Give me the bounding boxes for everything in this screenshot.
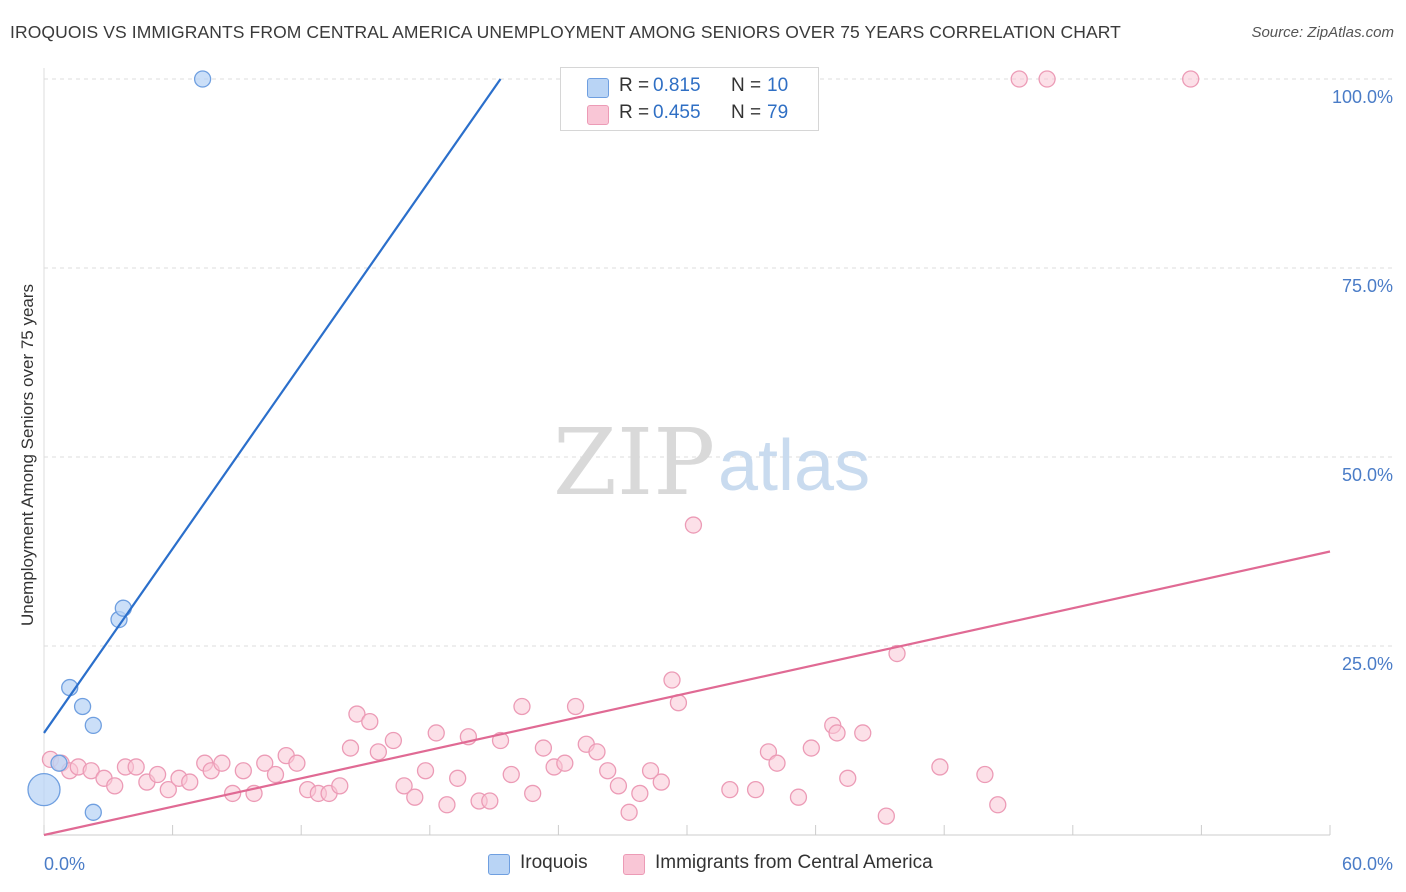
data-point-central-america bbox=[620, 803, 638, 821]
data-point-central-america bbox=[684, 516, 703, 534]
data-point-central-america bbox=[1038, 70, 1056, 88]
data-point-central-america bbox=[1010, 70, 1028, 88]
data-point-central-america bbox=[369, 743, 388, 761]
data-point-central-america bbox=[348, 705, 366, 723]
y-tick-label: 50.0% bbox=[1342, 465, 1393, 485]
data-point-central-america bbox=[384, 731, 403, 750]
data-point-iroquois bbox=[84, 803, 102, 821]
data-point-central-america bbox=[148, 765, 167, 784]
data-point-iroquois bbox=[84, 716, 102, 735]
data-point-central-america bbox=[82, 762, 100, 780]
trend-line-central-america bbox=[43, 550, 1331, 837]
data-point-central-america bbox=[746, 780, 765, 799]
bottom-legend-swatch-iroquois bbox=[488, 854, 510, 875]
data-point-central-america bbox=[588, 743, 606, 761]
data-point-central-america bbox=[159, 780, 177, 799]
data-point-central-america bbox=[438, 796, 456, 814]
data-point-central-america bbox=[361, 712, 379, 731]
data-point-central-america bbox=[599, 762, 617, 780]
data-point-central-america bbox=[395, 777, 413, 795]
data-point-central-america bbox=[877, 807, 895, 825]
data-point-central-america bbox=[989, 796, 1007, 814]
legend-swatch-central-america bbox=[587, 105, 609, 125]
data-point-central-america bbox=[416, 762, 435, 780]
data-point-central-america bbox=[566, 697, 585, 716]
data-point-central-america bbox=[839, 769, 857, 787]
data-point-central-america bbox=[534, 739, 553, 757]
data-point-central-america bbox=[406, 788, 424, 806]
data-point-iroquois bbox=[193, 70, 212, 88]
bottom-legend-label-central-america: Immigrants from Central America bbox=[655, 852, 933, 873]
x-tick-label: 60.0% bbox=[1342, 854, 1393, 874]
legend-r-label: R = bbox=[619, 102, 650, 123]
legend-r-value: 0.455 bbox=[653, 102, 701, 123]
data-point-iroquois bbox=[73, 697, 92, 716]
data-point-central-america bbox=[181, 773, 199, 791]
source-label: Source: ZipAtlas.com bbox=[1251, 24, 1394, 41]
legend-n-value: 79 bbox=[767, 102, 789, 123]
data-point-central-america bbox=[721, 780, 739, 799]
data-point-central-america bbox=[288, 754, 306, 772]
data-point-central-america bbox=[631, 784, 649, 803]
data-point-central-america bbox=[341, 739, 360, 757]
data-point-central-america bbox=[1182, 70, 1200, 88]
y-tick-labels: 25.0% 50.0% 75.0% 100.0% bbox=[1332, 87, 1393, 674]
data-point-iroquois bbox=[114, 599, 132, 617]
data-point-central-america bbox=[802, 739, 820, 757]
legend-n-label: N = bbox=[731, 102, 762, 123]
data-point-central-america bbox=[976, 765, 994, 784]
data-point-central-america bbox=[931, 758, 949, 776]
watermark: ZIP atlas bbox=[553, 409, 870, 516]
correlation-legend: R = 0.815 N = 10 R = 0.455 N = 79 bbox=[560, 67, 819, 131]
y-tick-label: 100.0% bbox=[1332, 87, 1393, 107]
data-point-central-america bbox=[513, 697, 531, 716]
data-point-central-america bbox=[256, 754, 274, 772]
data-point-central-america bbox=[331, 777, 349, 795]
bottom-legend-label-iroquois: Iroquois bbox=[520, 852, 588, 873]
legend-r-label: R = bbox=[619, 75, 650, 96]
data-point-central-america bbox=[481, 792, 499, 810]
data-point-central-america bbox=[609, 777, 628, 795]
chart-title: IROQUOIS VS IMMIGRANTS FROM CENTRAL AMER… bbox=[10, 22, 1121, 42]
x-axis bbox=[43, 825, 1331, 836]
data-point-central-america bbox=[234, 762, 252, 780]
data-point-central-america bbox=[641, 762, 660, 780]
data-point-central-america bbox=[854, 724, 872, 742]
watermark-atlas: atlas bbox=[718, 426, 870, 506]
data-point-central-america bbox=[663, 671, 681, 689]
data-point-central-america bbox=[768, 754, 786, 772]
data-point-central-america bbox=[556, 754, 574, 772]
bottom-legend-swatch-central-america bbox=[623, 854, 645, 875]
watermark-zip: ZIP bbox=[553, 409, 715, 516]
x-tick-labels: 0.0% 60.0% bbox=[44, 854, 1393, 874]
trend-line-iroquois bbox=[43, 78, 502, 734]
legend-n-label: N = bbox=[731, 75, 762, 96]
legend-swatch-iroquois bbox=[587, 78, 609, 98]
y-tick-label: 75.0% bbox=[1342, 276, 1393, 296]
data-point-central-america bbox=[266, 765, 285, 784]
data-point-central-america bbox=[828, 724, 846, 742]
data-point-central-america bbox=[652, 773, 670, 791]
legend-r-value: 0.815 bbox=[653, 75, 701, 96]
data-point-central-america bbox=[213, 754, 231, 772]
data-point-central-america bbox=[789, 788, 808, 806]
legend-n-value: 10 bbox=[767, 75, 789, 96]
data-point-central-america bbox=[888, 644, 906, 663]
data-point-central-america bbox=[491, 731, 510, 750]
y-tick-label: 25.0% bbox=[1342, 654, 1393, 674]
data-point-central-america bbox=[449, 769, 467, 787]
trend-lines bbox=[43, 78, 1331, 837]
x-tick-label: 0.0% bbox=[44, 854, 85, 874]
data-point-iroquois bbox=[50, 754, 68, 772]
data-point-central-america bbox=[127, 758, 145, 776]
data-point-central-america bbox=[524, 784, 542, 803]
data-point-central-america bbox=[106, 777, 124, 795]
data-point-iroquois bbox=[27, 772, 61, 807]
series-iroquois bbox=[27, 70, 578, 821]
data-point-central-america bbox=[502, 765, 520, 784]
data-point-central-america bbox=[427, 724, 445, 742]
